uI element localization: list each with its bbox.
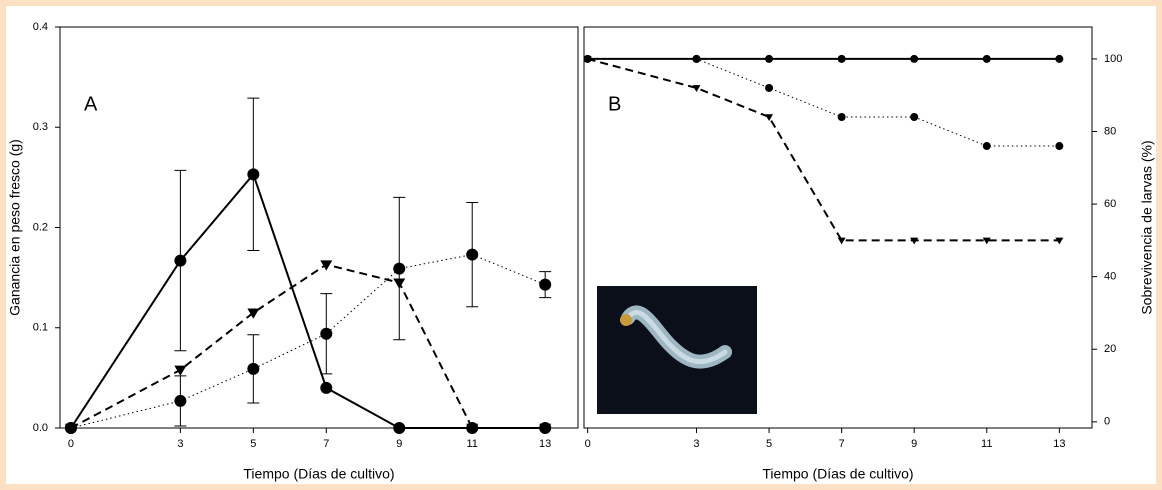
x-tick-label: 0	[585, 438, 591, 450]
y-tick-label: 0.3	[33, 121, 48, 133]
x-tick-label: 3	[693, 438, 699, 450]
marker	[393, 422, 406, 434]
y-tick-label: 100	[1104, 53, 1122, 65]
marker	[692, 54, 701, 63]
marker	[64, 422, 77, 434]
marker	[320, 260, 333, 271]
marker	[320, 381, 333, 394]
x-tick-label: 7	[323, 438, 329, 450]
marker	[1055, 237, 1064, 245]
marker	[692, 85, 701, 92]
marker	[910, 54, 919, 63]
marker	[247, 362, 260, 375]
y-tick-label: 0	[1104, 416, 1110, 428]
marker	[982, 237, 991, 245]
panel-label: A	[84, 93, 98, 115]
marker	[466, 423, 479, 434]
x-tick-label: 9	[911, 438, 917, 450]
series-line	[587, 58, 1060, 147]
y-tick-label: 80	[1104, 125, 1116, 137]
marker	[765, 54, 774, 63]
x-tick-label: 0	[68, 438, 74, 450]
marker	[174, 365, 187, 376]
marker	[539, 278, 552, 291]
inset-photo	[597, 286, 757, 414]
x-axis-label: Tiempo (Días de cultivo)	[762, 466, 913, 482]
marker	[982, 54, 991, 63]
y-axis-label: Ganancia en peso fresco (g)	[7, 139, 23, 316]
plot-frame	[583, 26, 1093, 429]
x-tick-label: 9	[396, 438, 402, 450]
marker	[982, 142, 991, 151]
x-tick-label: 13	[539, 438, 551, 450]
y-tick-label: 0.1	[33, 322, 48, 334]
series-line	[70, 254, 546, 429]
marker	[1055, 142, 1064, 151]
marker	[539, 423, 552, 434]
x-tick-label: 13	[1053, 438, 1065, 450]
y-axis-label: Sobrevivencia de larvas (%)	[1139, 140, 1155, 314]
x-tick-label: 5	[766, 438, 772, 450]
marker	[393, 262, 406, 275]
y-tick-label: 40	[1104, 271, 1116, 283]
x-tick-label: 3	[177, 438, 183, 450]
marker	[837, 112, 846, 121]
marker	[837, 54, 846, 63]
y-tick-label: 60	[1104, 198, 1116, 210]
x-tick-label: 11	[981, 438, 992, 450]
y-tick-label: 0.4	[33, 21, 48, 33]
y-tick-label: 20	[1104, 343, 1116, 355]
x-tick-label: 7	[839, 438, 845, 450]
x-tick-label: 11	[467, 438, 478, 450]
marker	[174, 254, 187, 267]
marker	[174, 394, 187, 407]
marker	[910, 112, 919, 121]
marker	[765, 83, 774, 92]
marker	[910, 237, 919, 245]
series-line	[70, 263, 546, 429]
marker	[765, 114, 774, 121]
y-tick-label: 0.0	[33, 422, 48, 434]
x-axis-label: Tiempo (Días de cultivo)	[243, 466, 394, 482]
marker	[1055, 54, 1064, 63]
series-line	[587, 57, 1060, 242]
y-tick-label: 0.2	[33, 221, 48, 233]
marker	[837, 237, 846, 245]
marker	[247, 308, 260, 319]
marker	[466, 248, 479, 261]
x-tick-label: 5	[250, 438, 256, 450]
marker	[320, 327, 333, 340]
panel-label: B	[608, 93, 621, 115]
marker	[247, 168, 260, 181]
marker	[583, 56, 592, 63]
